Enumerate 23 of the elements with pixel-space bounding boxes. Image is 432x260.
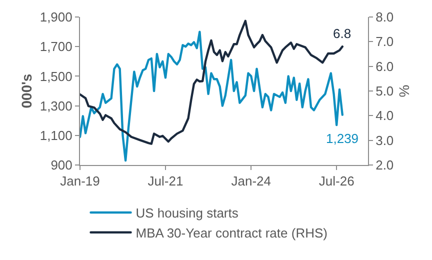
y2-tick-label: 4.0 <box>376 108 394 124</box>
x-tick-label: Jul-26 <box>318 174 354 189</box>
x-tick-label: Jan-24 <box>231 174 272 189</box>
y2-axis-title: % <box>396 84 412 98</box>
y-tick-label: 1,900 <box>40 10 72 25</box>
y-tick-label: 900 <box>50 158 72 173</box>
y2-tick-label: 2.0 <box>376 158 394 173</box>
y2-tick-label: 8.0 <box>376 10 394 25</box>
x-tick-label: Jan-19 <box>60 174 100 189</box>
y2-tick-label: 7.0 <box>376 34 394 50</box>
data-label: 6.8 <box>333 26 352 41</box>
x-tick-label: Jul-21 <box>148 174 184 189</box>
y-tick-label: 1,700 <box>40 39 72 54</box>
legend-label: US housing starts <box>136 206 239 221</box>
y-tick-label: 1,500 <box>40 68 72 84</box>
y2-tick-label: 6.0 <box>376 58 394 74</box>
legend-label: MBA 30-Year contract rate (RHS) <box>136 225 328 240</box>
y-tick-label: 1,100 <box>40 128 72 143</box>
data-label: 1,239 <box>326 131 359 146</box>
y-axis-title: 000's <box>18 74 34 108</box>
y-tick-label: 1,300 <box>40 98 72 114</box>
y2-tick-label: 5.0 <box>376 84 394 99</box>
y2-tick-label: 3.0 <box>376 132 394 148</box>
